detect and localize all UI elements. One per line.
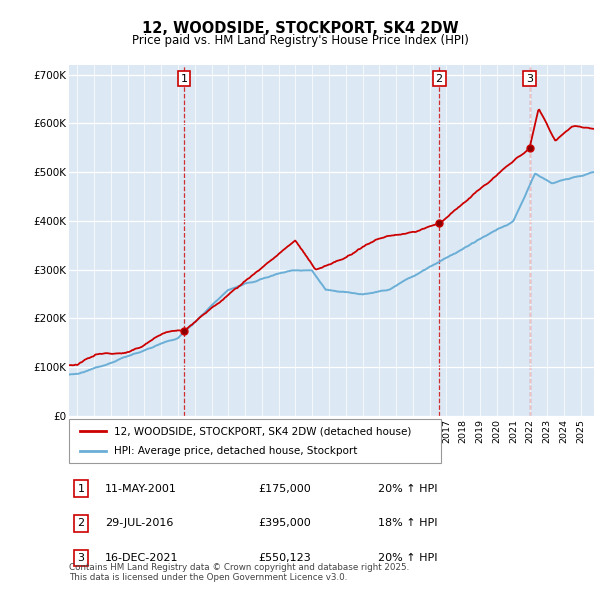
Text: 12, WOODSIDE, STOCKPORT, SK4 2DW (detached house): 12, WOODSIDE, STOCKPORT, SK4 2DW (detach…: [113, 427, 411, 436]
Text: 20% ↑ HPI: 20% ↑ HPI: [378, 553, 437, 563]
Text: 16-DEC-2021: 16-DEC-2021: [105, 553, 179, 563]
Text: 3: 3: [77, 553, 85, 563]
Text: 2: 2: [77, 519, 85, 528]
FancyBboxPatch shape: [69, 419, 441, 463]
Text: 11-MAY-2001: 11-MAY-2001: [105, 484, 177, 493]
Text: 12, WOODSIDE, STOCKPORT, SK4 2DW: 12, WOODSIDE, STOCKPORT, SK4 2DW: [142, 21, 458, 35]
Text: Price paid vs. HM Land Registry's House Price Index (HPI): Price paid vs. HM Land Registry's House …: [131, 34, 469, 47]
Text: 1: 1: [77, 484, 85, 493]
Text: 3: 3: [526, 74, 533, 84]
Text: HPI: Average price, detached house, Stockport: HPI: Average price, detached house, Stoc…: [113, 446, 357, 455]
Text: 20% ↑ HPI: 20% ↑ HPI: [378, 484, 437, 493]
Text: 29-JUL-2016: 29-JUL-2016: [105, 519, 173, 528]
Text: £395,000: £395,000: [258, 519, 311, 528]
Text: Contains HM Land Registry data © Crown copyright and database right 2025.
This d: Contains HM Land Registry data © Crown c…: [69, 563, 409, 582]
Text: 1: 1: [181, 74, 188, 84]
Text: 18% ↑ HPI: 18% ↑ HPI: [378, 519, 437, 528]
Text: 2: 2: [436, 74, 443, 84]
Text: £175,000: £175,000: [258, 484, 311, 493]
Text: £550,123: £550,123: [258, 553, 311, 563]
